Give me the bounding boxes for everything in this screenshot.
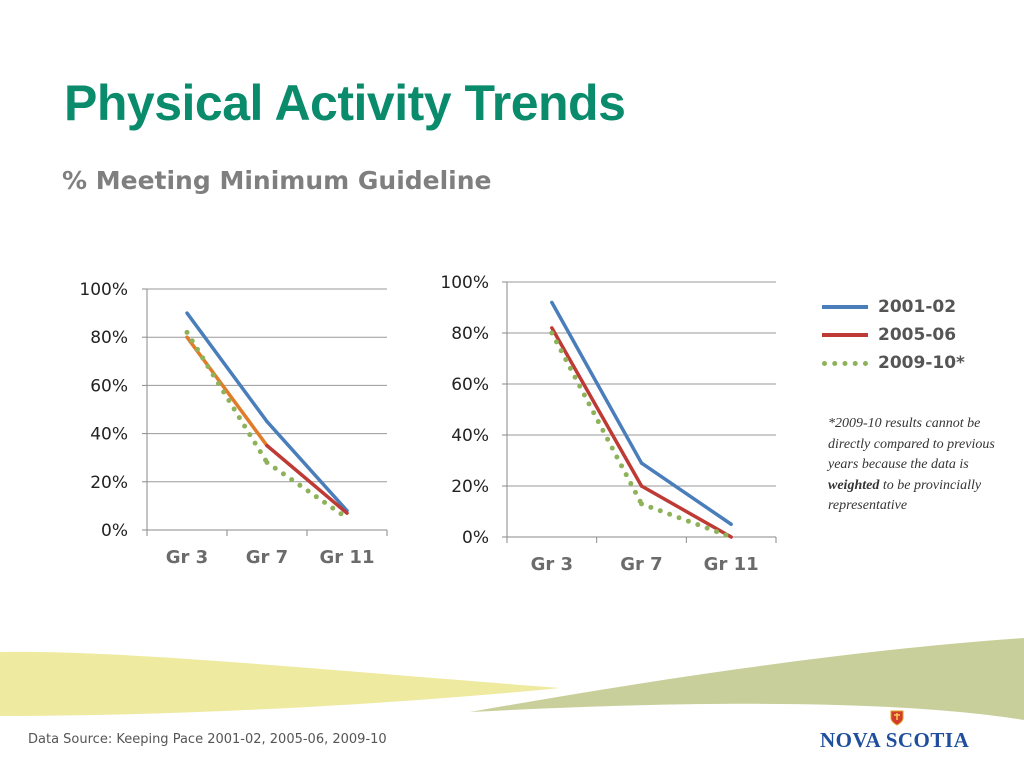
footnote-text-2: to be provincially representative (828, 477, 982, 514)
series-line-2009-10 (264, 460, 350, 521)
x-tick-label: Gr 3 (166, 547, 208, 568)
logo-text: NOVA SCOTIA (820, 728, 970, 752)
y-tick-label: 20% (451, 477, 489, 497)
y-tick-label: 80% (90, 328, 128, 348)
legend-label: 2005-06 (878, 325, 957, 345)
series-line-2005-06 (265, 443, 349, 515)
chart-subtitle: % Meeting Minimum Guideline (62, 166, 492, 195)
y-tick-label: 80% (451, 324, 489, 344)
series-line-2001-02 (185, 311, 269, 424)
crest-icon (890, 710, 904, 726)
y-tick-label: 0% (101, 521, 128, 541)
series-line-2005-06 (185, 335, 269, 448)
footnote-text-1: *2009-10 results cannot be directly comp… (828, 416, 995, 472)
legend-item-2009-10: 2009-10* (822, 349, 965, 377)
y-tick-label: 20% (90, 473, 128, 493)
x-tick-label: Gr 11 (320, 547, 375, 568)
series-line-2005-06 (550, 326, 644, 488)
series-line-2001-02 (265, 419, 349, 513)
x-tick-label: Gr 7 (246, 547, 288, 568)
x-tick-label: Gr 11 (704, 554, 759, 575)
nova-scotia-logo: NOVA SCOTIA (820, 706, 980, 756)
y-tick-label: 100% (79, 280, 128, 300)
legend-swatch (822, 305, 868, 309)
series-line-2009-10 (549, 330, 644, 507)
y-tick-label: 40% (90, 425, 128, 445)
wave-green (470, 638, 1024, 720)
series-line-2001-02 (550, 300, 644, 465)
legend-label: 2009-10* (878, 353, 965, 373)
legend-swatch (822, 333, 868, 337)
y-tick-label: 100% (440, 273, 489, 293)
y-tick-label: 60% (90, 376, 128, 396)
x-tick-label: Gr 3 (531, 554, 573, 575)
page-title: Physical Activity Trends (64, 75, 626, 131)
y-tick-label: 60% (451, 375, 489, 395)
y-tick-label: 40% (451, 426, 489, 446)
data-source: Data Source: Keeping Pace 2001-02, 2005-… (28, 732, 387, 747)
legend-item-2001-02: 2001-02 (822, 293, 965, 321)
series-line-2005-06 (639, 484, 733, 539)
series-line-2009-10 (639, 501, 734, 540)
footnote-emphasis: weighted (828, 477, 880, 493)
wave-yellow (0, 651, 560, 716)
footnote: *2009-10 results cannot be directly comp… (828, 414, 998, 517)
series-line-2001-02 (639, 461, 733, 526)
x-tick-label: Gr 7 (620, 554, 662, 575)
legend-swatch (822, 360, 868, 366)
legend-item-2005-06: 2005-06 (822, 321, 965, 349)
y-tick-label: 0% (462, 528, 489, 548)
legend: 2001-02 2005-06 2009-10* (822, 293, 965, 377)
legend-label: 2001-02 (878, 297, 957, 317)
